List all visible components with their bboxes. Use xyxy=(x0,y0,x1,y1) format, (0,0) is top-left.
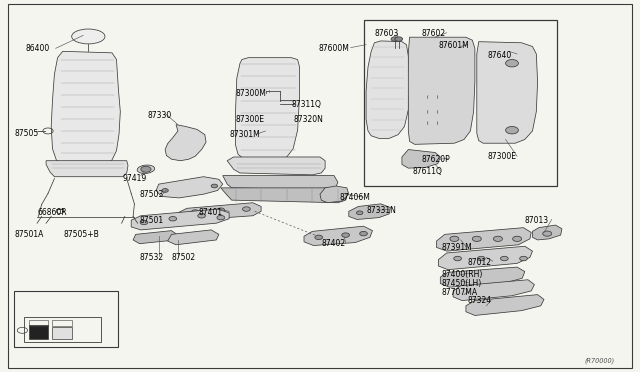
Circle shape xyxy=(342,233,349,237)
Text: 87600M: 87600M xyxy=(319,44,349,53)
Polygon shape xyxy=(221,188,347,203)
Circle shape xyxy=(356,211,363,215)
Text: 87501: 87501 xyxy=(140,216,164,225)
Text: 87401: 87401 xyxy=(198,208,223,217)
Circle shape xyxy=(217,215,225,220)
Ellipse shape xyxy=(137,165,155,173)
Polygon shape xyxy=(408,37,475,144)
Circle shape xyxy=(217,208,225,212)
Circle shape xyxy=(472,236,481,241)
Polygon shape xyxy=(131,209,229,230)
Circle shape xyxy=(506,60,518,67)
Text: 87505+B: 87505+B xyxy=(64,230,100,239)
Circle shape xyxy=(506,126,518,134)
Text: 87330: 87330 xyxy=(147,111,172,120)
Text: 87450(LH): 87450(LH) xyxy=(442,279,482,288)
Bar xyxy=(14,291,118,347)
Polygon shape xyxy=(165,125,206,161)
Text: 87300E: 87300E xyxy=(488,153,516,161)
Ellipse shape xyxy=(72,29,105,44)
Circle shape xyxy=(543,231,552,236)
Polygon shape xyxy=(440,267,525,287)
Polygon shape xyxy=(223,176,338,190)
Circle shape xyxy=(391,37,399,41)
Text: 87603: 87603 xyxy=(374,29,399,38)
Polygon shape xyxy=(178,203,261,220)
Text: 87300E: 87300E xyxy=(236,115,264,124)
Polygon shape xyxy=(402,150,440,168)
Circle shape xyxy=(211,184,218,188)
Polygon shape xyxy=(366,41,410,138)
Text: 87532: 87532 xyxy=(140,253,164,262)
Circle shape xyxy=(450,236,459,241)
Circle shape xyxy=(315,235,323,240)
Circle shape xyxy=(162,189,168,192)
Circle shape xyxy=(500,256,508,261)
Polygon shape xyxy=(236,58,300,162)
Polygon shape xyxy=(320,186,349,203)
Text: (R70000): (R70000) xyxy=(584,357,614,364)
Text: 66860R: 66860R xyxy=(37,208,67,217)
Polygon shape xyxy=(168,230,219,245)
Polygon shape xyxy=(466,295,544,315)
Bar xyxy=(52,320,72,326)
Circle shape xyxy=(477,256,485,261)
Circle shape xyxy=(198,214,205,218)
Polygon shape xyxy=(133,231,178,244)
Text: 87505: 87505 xyxy=(14,129,38,138)
Text: 87300M: 87300M xyxy=(236,89,266,97)
Circle shape xyxy=(454,256,461,261)
Text: 87311Q: 87311Q xyxy=(291,100,321,109)
Bar xyxy=(29,320,48,326)
Circle shape xyxy=(141,166,151,172)
Polygon shape xyxy=(532,225,562,240)
Text: 87501A: 87501A xyxy=(14,230,44,239)
Circle shape xyxy=(520,256,527,261)
Circle shape xyxy=(140,220,148,225)
Text: 87503: 87503 xyxy=(140,190,164,199)
Circle shape xyxy=(243,207,250,211)
Text: 87402: 87402 xyxy=(321,239,346,248)
Text: 87301M: 87301M xyxy=(229,130,260,139)
Text: 86400: 86400 xyxy=(26,44,50,53)
Polygon shape xyxy=(156,177,223,198)
Text: 87620P: 87620P xyxy=(421,155,450,164)
Text: 87502: 87502 xyxy=(172,253,196,262)
Circle shape xyxy=(169,217,177,221)
Text: 87611Q: 87611Q xyxy=(413,167,443,176)
Polygon shape xyxy=(349,204,390,219)
Polygon shape xyxy=(51,51,120,164)
Polygon shape xyxy=(438,246,532,270)
Text: 97419: 97419 xyxy=(123,174,147,183)
Circle shape xyxy=(395,37,403,41)
Text: 87324: 87324 xyxy=(467,296,492,305)
Polygon shape xyxy=(436,228,531,251)
Circle shape xyxy=(360,231,367,236)
Text: 87406M: 87406M xyxy=(339,193,370,202)
Text: 87012: 87012 xyxy=(467,258,492,267)
Bar xyxy=(52,327,72,339)
Text: 87320N: 87320N xyxy=(293,115,323,124)
Text: 87331N: 87331N xyxy=(366,206,396,215)
Polygon shape xyxy=(304,226,372,246)
Text: 87400(RH): 87400(RH) xyxy=(442,270,483,279)
Text: 87602: 87602 xyxy=(421,29,445,38)
Text: 87707MA: 87707MA xyxy=(442,288,477,297)
Polygon shape xyxy=(477,42,538,143)
Text: 87601M: 87601M xyxy=(438,41,469,50)
Circle shape xyxy=(493,236,502,241)
Polygon shape xyxy=(227,157,325,175)
Bar xyxy=(24,317,101,342)
Polygon shape xyxy=(453,280,534,301)
Bar xyxy=(29,325,48,339)
Polygon shape xyxy=(46,161,128,177)
Text: 87391M: 87391M xyxy=(442,243,472,252)
Text: 87013: 87013 xyxy=(525,216,549,225)
Text: 87640: 87640 xyxy=(488,51,512,60)
Circle shape xyxy=(513,236,522,241)
Bar xyxy=(364,20,557,186)
Circle shape xyxy=(191,210,199,214)
